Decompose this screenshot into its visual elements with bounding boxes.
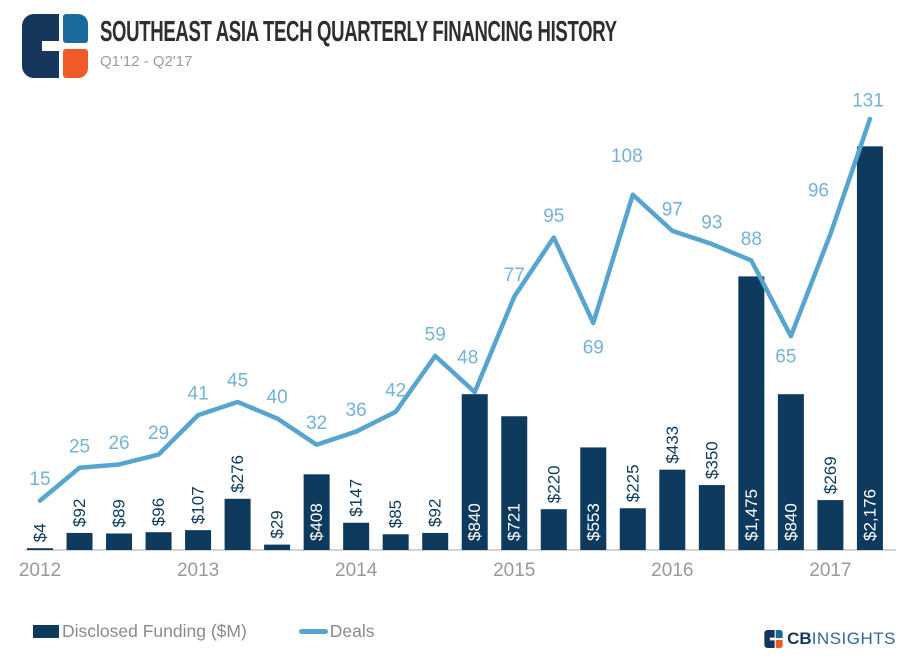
- wordmark-cb: CB: [787, 629, 812, 648]
- funding-bar-label: $1,475: [742, 489, 761, 541]
- funding-bar: [619, 508, 646, 550]
- deals-point-label: 32: [306, 413, 327, 434]
- year-tick-label: 2017: [809, 560, 851, 581]
- wordmark-insights: INSIGHTS: [811, 629, 896, 648]
- deals-swatch-icon: [298, 629, 328, 634]
- funding-bar-label: $276: [228, 455, 247, 493]
- funding-bar-label: $408: [307, 503, 326, 541]
- funding-bar-label: $89: [110, 499, 129, 527]
- funding-bar-label: $107: [189, 486, 208, 524]
- funding-bar: [224, 498, 251, 550]
- deals-point-label: 36: [346, 400, 367, 421]
- funding-bar-label: $225: [623, 464, 642, 502]
- funding-bar: [659, 469, 686, 550]
- deals-point-label: 29: [148, 423, 169, 444]
- page-title: SOUTHEAST ASIA TECH QUARTERLY FINANCING …: [100, 16, 617, 48]
- funding-bar: [856, 146, 883, 551]
- deals-point-label: 26: [108, 433, 129, 454]
- deals-point-label: 95: [543, 206, 564, 227]
- funding-bar: [540, 509, 567, 550]
- funding-bar-label: $350: [702, 441, 721, 479]
- funding-bar: [66, 532, 93, 550]
- header: SOUTHEAST ASIA TECH QUARTERLY FINANCING …: [100, 16, 907, 70]
- deals-line: [37, 116, 873, 503]
- legend-item-funding: Disclosed Funding ($M): [33, 621, 247, 642]
- funding-bar: [777, 394, 804, 550]
- page-subtitle: Q1'12 - Q2'17: [100, 53, 193, 70]
- cbinsights-wordmark: CB INSIGHTS: [764, 629, 896, 649]
- year-tick-label: 2014: [335, 560, 378, 581]
- deals-point-label: 42: [385, 380, 406, 401]
- funding-swatch-icon: [33, 625, 59, 638]
- funding-bar: [501, 416, 528, 550]
- funding-bar-label: $147: [347, 479, 366, 517]
- deals-point-label: 48: [457, 348, 478, 369]
- chart-legend: Disclosed Funding ($M) Deals: [33, 621, 375, 642]
- year-tick-label: 2015: [493, 560, 535, 581]
- deals-point-label: 69: [583, 337, 604, 358]
- year-tick-label: 2013: [177, 560, 219, 581]
- funding-bar: [817, 500, 844, 550]
- deals-point-label: 65: [775, 347, 796, 368]
- funding-bar: [27, 548, 53, 550]
- funding-bar-label: $840: [465, 503, 484, 541]
- deals-point-label: 108: [611, 146, 643, 167]
- funding-bar: [698, 485, 725, 550]
- legend-funding-label: Disclosed Funding ($M): [62, 621, 247, 641]
- funding-bar-label: $269: [821, 456, 840, 494]
- funding-bar: [185, 530, 212, 550]
- year-tick-label: 2016: [651, 560, 693, 581]
- funding-bar: [580, 447, 607, 550]
- deals-point-label: 131: [852, 91, 884, 112]
- deals-point-label: 45: [227, 370, 248, 391]
- funding-bar-label: $2,176: [860, 489, 879, 541]
- legend-item-deals: Deals: [298, 621, 375, 642]
- funding-bar-label: $29: [268, 510, 287, 538]
- funding-bar: [422, 532, 449, 550]
- funding-bar-label: $220: [544, 465, 563, 503]
- cbinsights-logo-icon: [22, 14, 88, 78]
- funding-bar-label: $96: [149, 498, 168, 526]
- funding-bar: [264, 544, 291, 550]
- cbinsights-logo-small-icon: [764, 630, 783, 648]
- deals-point-label: 41: [188, 384, 209, 405]
- funding-bar-label: $840: [781, 503, 800, 541]
- funding-bar: [382, 534, 409, 550]
- funding-bar: [106, 533, 133, 550]
- deals-point-label: 15: [29, 469, 50, 490]
- deals-point-label: 93: [701, 213, 722, 234]
- funding-bar-label: $553: [584, 503, 603, 541]
- funding-bar-label: $85: [386, 500, 405, 528]
- deals-point-label: 40: [267, 387, 288, 408]
- funding-bar-label: $433: [663, 426, 682, 464]
- deals-point-label: 77: [504, 265, 525, 286]
- funding-bar-label: $92: [426, 499, 445, 527]
- deals-point-label: 96: [808, 181, 829, 202]
- deals-point-label: 97: [662, 199, 683, 220]
- funding-bar: [343, 522, 370, 550]
- deals-point-label: 59: [425, 324, 446, 345]
- deals-point-label: 88: [741, 229, 762, 250]
- financing-chart: $4 $92 $89 $96 $107 $276 $29 $408 $147 $85 $92 $840…: [19, 91, 896, 581]
- funding-bar: [303, 474, 330, 550]
- funding-bar-label: $92: [70, 499, 89, 527]
- funding-bar: [461, 394, 488, 550]
- legend-deals-label: Deals: [329, 621, 375, 641]
- deals-point-label: 25: [69, 436, 90, 457]
- funding-bar: [145, 532, 172, 550]
- year-tick-label: 2012: [19, 560, 61, 581]
- funding-bar-label: $721: [505, 503, 524, 541]
- funding-bar: [738, 276, 765, 550]
- funding-bar-label: $4: [31, 523, 50, 542]
